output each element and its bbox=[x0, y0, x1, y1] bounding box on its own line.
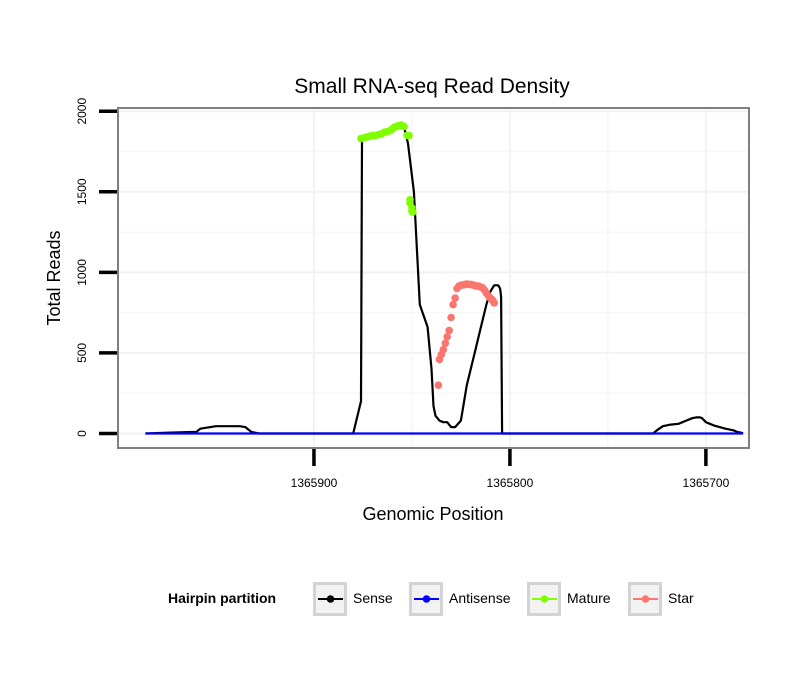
y-axis: 0 500 1000 1500 2000 bbox=[75, 98, 117, 437]
x-tick-label: 1365900 bbox=[291, 476, 338, 490]
mature-point bbox=[405, 131, 413, 140]
y-tick-label: 0 bbox=[75, 430, 89, 437]
legend: Hairpin partition Sense Antisense Mature St… bbox=[168, 582, 694, 616]
star-point bbox=[449, 300, 457, 309]
legend-label: Star bbox=[668, 590, 694, 606]
x-axis: 1365900 1365800 1365700 bbox=[291, 449, 730, 490]
legend-key-point bbox=[326, 595, 335, 603]
legend-item-antisense: Antisense bbox=[409, 582, 511, 616]
legend-title: Hairpin partition bbox=[168, 590, 276, 606]
legend-label: Antisense bbox=[449, 590, 511, 606]
y-tick-label: 1000 bbox=[75, 259, 89, 286]
mature-point bbox=[409, 208, 417, 216]
plot-panel bbox=[117, 107, 750, 449]
legend-label: Mature bbox=[567, 590, 611, 606]
legend-item-sense: Sense bbox=[313, 582, 393, 616]
series-layer bbox=[145, 121, 744, 435]
y-tick-label: 500 bbox=[75, 343, 89, 363]
y-tick-label: 2000 bbox=[75, 98, 89, 125]
star-point bbox=[445, 326, 454, 335]
star-point bbox=[451, 294, 459, 302]
y-axis-label: Total Reads bbox=[44, 230, 64, 325]
legend-item-star: Star bbox=[628, 582, 694, 616]
x-tick-label: 1365700 bbox=[683, 476, 730, 490]
legend-label: Sense bbox=[353, 590, 393, 606]
legend-key-point bbox=[641, 595, 650, 603]
y-tick-label: 1500 bbox=[75, 178, 89, 205]
chart-title: Small RNA-seq Read Density bbox=[294, 75, 570, 98]
star-point bbox=[441, 339, 450, 348]
mature-point bbox=[400, 122, 408, 131]
x-tick-label: 1365800 bbox=[487, 476, 534, 490]
star-point bbox=[490, 299, 499, 307]
legend-key-point bbox=[422, 595, 431, 603]
star-point bbox=[447, 313, 455, 322]
legend-item-mature: Mature bbox=[527, 582, 611, 616]
legend-key-point bbox=[540, 595, 549, 603]
star-point bbox=[439, 345, 448, 354]
star-point bbox=[443, 333, 452, 341]
plot-border bbox=[117, 107, 750, 449]
star-point bbox=[434, 381, 443, 390]
x-axis-label: Genomic Position bbox=[362, 504, 503, 524]
